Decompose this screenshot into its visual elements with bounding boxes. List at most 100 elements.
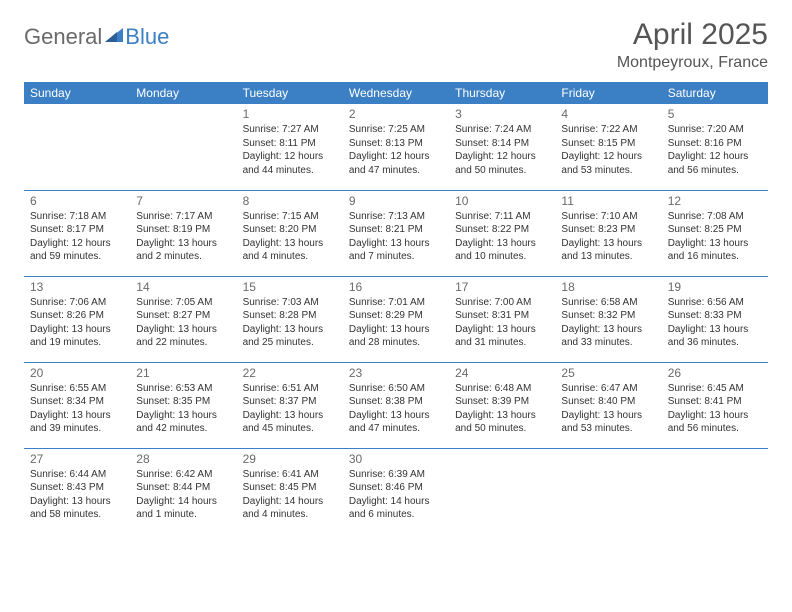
day-cell: 14 Sunrise: 7:05 AMSunset: 8:27 PMDayligh… [130,276,236,362]
day-cell: 17 Sunrise: 7:00 AMSunset: 8:31 PMDayligh… [449,276,555,362]
daylight-line: Daylight: 13 hours and 19 minutes. [30,323,124,350]
day-number: 29 [243,452,337,466]
sunset-line: Sunset: 8:44 PM [136,481,230,495]
sunset-line: Sunset: 8:11 PM [243,137,337,151]
sail-icon [104,24,124,50]
day-number: 11 [561,194,655,208]
daylight-line: Daylight: 12 hours and 44 minutes. [243,150,337,177]
daylight-line: Daylight: 13 hours and 39 minutes. [30,409,124,436]
sunrise-line: Sunrise: 6:42 AM [136,468,230,482]
daylight-line: Daylight: 13 hours and 10 minutes. [455,237,549,264]
day-cell: 22Sunrise: 6:51 AMSunset: 8:37 PMDayligh… [237,362,343,448]
day-number: 21 [136,366,230,380]
day-cell: 23Sunrise: 6:50 AMSunset: 8:38 PMDayligh… [343,362,449,448]
day-cell: 28Sunrise: 6:42 AMSunset: 8:44 PMDayligh… [130,448,236,534]
sunrise-line: Sunrise: 6:41 AM [243,468,337,482]
empty-cell [130,104,236,190]
sunrise-line: Sunrise: 6:55 AM [30,382,124,396]
day-cell: 29Sunrise: 6:41 AMSunset: 8:45 PMDayligh… [237,448,343,534]
sunset-line: Sunset: 8:27 PM [136,309,230,323]
sunrise-line: Sunrise: 7:00 AM [455,296,549,310]
daylight-line: Daylight: 13 hours and 42 minutes. [136,409,230,436]
daylight-line: Daylight: 13 hours and 13 minutes. [561,237,655,264]
sunset-line: Sunset: 8:21 PM [349,223,443,237]
sunset-line: Sunset: 8:38 PM [349,395,443,409]
calendar-row: 27Sunrise: 6:44 AMSunset: 8:43 PMDayligh… [24,448,768,534]
daylight-line: Daylight: 14 hours and 4 minutes. [243,495,337,522]
daylight-line: Daylight: 12 hours and 56 minutes. [668,150,762,177]
day-number: 15 [243,280,337,294]
daylight-line: Daylight: 13 hours and 33 minutes. [561,323,655,350]
day-number: 3 [455,107,549,121]
sunrise-line: Sunrise: 7:01 AM [349,296,443,310]
empty-cell [24,104,130,190]
sunrise-line: Sunrise: 6:47 AM [561,382,655,396]
sunrise-line: Sunrise: 6:58 AM [561,296,655,310]
daylight-line: Daylight: 12 hours and 50 minutes. [455,150,549,177]
sunset-line: Sunset: 8:22 PM [455,223,549,237]
sunrise-line: Sunrise: 7:27 AM [243,123,337,137]
day-number: 5 [668,107,762,121]
calendar-row: 6Sunrise: 7:18 AMSunset: 8:17 PMDaylight… [24,190,768,276]
sunrise-line: Sunrise: 7:15 AM [243,210,337,224]
calendar-page: GeneralBlue April 2025 Montpeyroux, Fran… [0,0,792,552]
day-cell: 8Sunrise: 7:15 AMSunset: 8:20 PMDaylight… [237,190,343,276]
daylight-line: Daylight: 13 hours and 4 minutes. [243,237,337,264]
daylight-line: Daylight: 13 hours and 25 minutes. [243,323,337,350]
daylight-line: Daylight: 13 hours and 2 minutes. [136,237,230,264]
daylight-line: Daylight: 13 hours and 7 minutes. [349,237,443,264]
sunrise-line: Sunrise: 7:24 AM [455,123,549,137]
day-cell: 4Sunrise: 7:22 AMSunset: 8:15 PMDaylight… [555,104,661,190]
daylight-line: Daylight: 13 hours and 22 minutes. [136,323,230,350]
sunset-line: Sunset: 8:25 PM [668,223,762,237]
day-cell: 25Sunrise: 6:47 AMSunset: 8:40 PMDayligh… [555,362,661,448]
day-header: Tuesday [237,82,343,104]
day-number: 18 [561,280,655,294]
daylight-line: Daylight: 13 hours and 31 minutes. [455,323,549,350]
brand-part1: General [24,24,102,50]
sunset-line: Sunset: 8:23 PM [561,223,655,237]
calendar-row: 1Sunrise: 7:27 AMSunset: 8:11 PMDaylight… [24,104,768,190]
sunset-line: Sunset: 8:32 PM [561,309,655,323]
sunrise-line: Sunrise: 7:20 AM [668,123,762,137]
day-cell: 9Sunrise: 7:13 AMSunset: 8:21 PMDaylight… [343,190,449,276]
calendar-table: SundayMondayTuesdayWednesdayThursdayFrid… [24,82,768,534]
day-number: 12 [668,194,762,208]
day-number: 4 [561,107,655,121]
daylight-line: Daylight: 13 hours and 36 minutes. [668,323,762,350]
sunrise-line: Sunrise: 6:39 AM [349,468,443,482]
day-header: Saturday [662,82,768,104]
daylight-line: Daylight: 13 hours and 56 minutes. [668,409,762,436]
sunset-line: Sunset: 8:31 PM [455,309,549,323]
sunset-line: Sunset: 8:40 PM [561,395,655,409]
day-number: 26 [668,366,762,380]
month-title: April 2025 [617,18,768,52]
sunrise-line: Sunrise: 7:13 AM [349,210,443,224]
empty-cell [662,448,768,534]
day-number: 17 [455,280,549,294]
day-number: 24 [455,366,549,380]
sunset-line: Sunset: 8:37 PM [243,395,337,409]
day-number: 28 [136,452,230,466]
day-number: 30 [349,452,443,466]
sunset-line: Sunset: 8:26 PM [30,309,124,323]
day-cell: 3Sunrise: 7:24 AMSunset: 8:14 PMDaylight… [449,104,555,190]
sunrise-line: Sunrise: 7:25 AM [349,123,443,137]
sunrise-line: Sunrise: 7:05 AM [136,296,230,310]
day-cell: 15Sunrise: 7:03 AMSunset: 8:28 PMDayligh… [237,276,343,362]
day-number: 7 [136,194,230,208]
sunset-line: Sunset: 8:13 PM [349,137,443,151]
day-header-row: SundayMondayTuesdayWednesdayThursdayFrid… [24,82,768,104]
day-number: 13 [30,280,124,294]
daylight-line: Daylight: 13 hours and 16 minutes. [668,237,762,264]
day-number: 27 [30,452,124,466]
day-cell: 7Sunrise: 7:17 AMSunset: 8:19 PMDaylight… [130,190,236,276]
calendar-body: 1Sunrise: 7:27 AMSunset: 8:11 PMDaylight… [24,104,768,534]
daylight-line: Daylight: 12 hours and 53 minutes. [561,150,655,177]
day-cell: 27Sunrise: 6:44 AMSunset: 8:43 PMDayligh… [24,448,130,534]
sunset-line: Sunset: 8:17 PM [30,223,124,237]
sunset-line: Sunset: 8:16 PM [668,137,762,151]
sunrise-line: Sunrise: 7:22 AM [561,123,655,137]
day-cell: 12Sunrise: 7:08 AMSunset: 8:25 PMDayligh… [662,190,768,276]
day-number: 14 [136,280,230,294]
